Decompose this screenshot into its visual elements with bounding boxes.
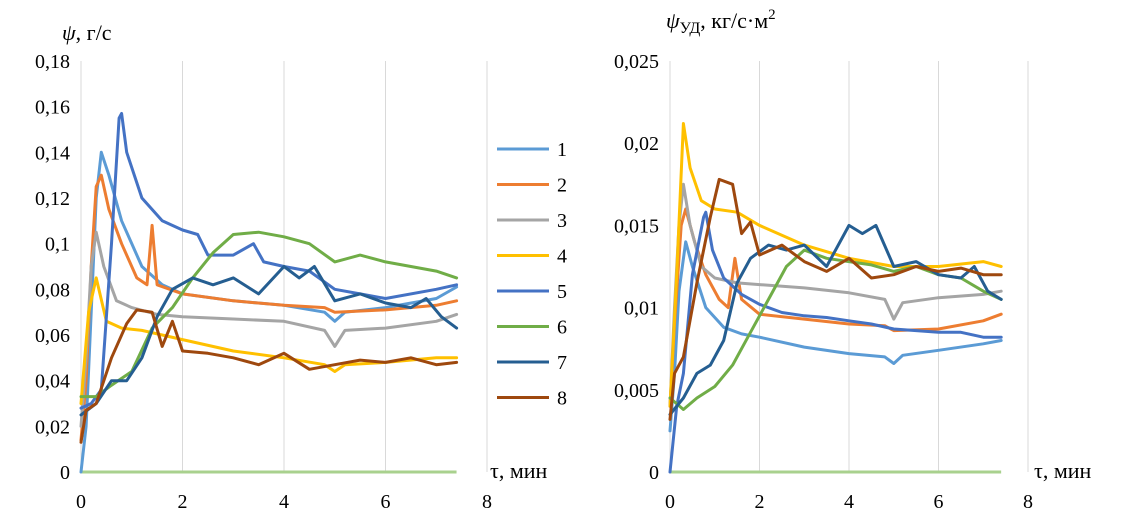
- chart2-y-tick-label: 0,01: [624, 298, 659, 320]
- chart2-series-line-4: [668, 122, 1003, 408]
- chart2-y-tick-label: 0: [649, 462, 659, 484]
- chart1-x-tick-label: 2: [178, 491, 188, 513]
- legend-label-6: 6: [557, 317, 567, 339]
- chart1-y-tick-label: 0,1: [45, 234, 70, 256]
- legend-label-2: 2: [557, 175, 567, 197]
- chart2-y-tick-label: 0,005: [614, 380, 659, 402]
- chart1-series-line-7: [79, 265, 459, 417]
- chart1-y-tick-label: 0: [60, 462, 70, 484]
- chart1-series-line-1: [79, 150, 459, 474]
- chart1-series-line-2: [79, 173, 459, 442]
- chart1-y-tick-label: 0,12: [35, 188, 70, 210]
- chart2-series-line-7: [668, 223, 1003, 416]
- chart2-x-tick-label: 8: [1023, 491, 1033, 513]
- chart1-y-tick-label: 0,04: [35, 371, 70, 393]
- chart1-series-line-6: [79, 230, 459, 399]
- chart2-series-line-3: [668, 182, 1003, 408]
- chart2-x-tick-label: 4: [844, 491, 854, 513]
- chart1-series-line-8: [79, 308, 459, 444]
- chart2-y-tick-label: 0,02: [624, 133, 659, 155]
- chart1-y-tick-label: 0,16: [35, 97, 70, 119]
- chart2-plot: 0 2 4 6 8 0 0,005 0,01 0,015 0,02 0,025: [614, 51, 1033, 513]
- chart1-series-line-4: [79, 276, 459, 405]
- chart2-xlabel: τ, мин: [1034, 458, 1092, 483]
- chart1-series-line-3: [79, 230, 459, 428]
- legend-label-5: 5: [557, 281, 567, 303]
- chart1-y-tick-label: 0,14: [35, 142, 70, 164]
- chart1-xlabel: τ, мин: [490, 458, 548, 483]
- chart2-ylabel-units: , кг/с·м: [700, 8, 768, 33]
- chart1-y-tick-label: 0,06: [35, 325, 70, 347]
- legend-label-4: 4: [557, 246, 567, 268]
- legend-label-1: 1: [557, 139, 567, 161]
- chart2-series-line-1: [668, 240, 1003, 433]
- chart2-y-tick-label: 0,025: [614, 51, 659, 73]
- chart1-x-tick-label: 4: [279, 491, 289, 513]
- chart1-y-tick-label: 0,18: [35, 51, 70, 73]
- chart1-x-tick-label: 6: [381, 491, 391, 513]
- chart2-ylabel-sup: 2: [768, 7, 776, 23]
- chart1-y-tick-label: 0,08: [35, 279, 70, 301]
- chart2-ylabel-sub: УД: [680, 20, 701, 37]
- chart2-x-tick-label: 2: [755, 491, 765, 513]
- chart2-x-tick-label: 6: [934, 491, 944, 513]
- chart1-x-tick-label: 0: [76, 491, 86, 513]
- chart2-x-tick-label: 0: [665, 491, 675, 513]
- chart1-ylabel-symbol: ψ: [62, 20, 76, 45]
- chart1-ylabel: ψ, г/с: [62, 20, 112, 45]
- legend-label-8: 8: [557, 388, 567, 410]
- chart1-legend: 1 2 3 4 5 6 7 8: [497, 139, 567, 410]
- chart2-series-line-8: [668, 177, 1003, 421]
- chart2-ylabel: ψУД, кг/с·м2: [666, 7, 776, 37]
- chart1-x-tick-label: 8: [482, 491, 492, 513]
- chart2-series-line-6: [668, 248, 1003, 411]
- chart2-ylabel-symbol: ψ: [666, 8, 680, 33]
- chart2-y-tick-label: 0,015: [614, 215, 659, 237]
- chart1-y-tick-label: 0,02: [35, 416, 70, 438]
- legend-label-3: 3: [557, 210, 567, 232]
- chart2-series-line-2: [668, 207, 1003, 408]
- chart1-plot: 0 2 4 6 8 0 0,02 0,04 0,06 0,08 0,1 0,12 0,14 0,16 0,1…: [35, 51, 492, 513]
- legend-label-7: 7: [557, 352, 567, 374]
- chart2-series-line-5: [668, 210, 1003, 474]
- chart1-ylabel-units: , г/с: [76, 20, 112, 45]
- chart1-series-line-5: [79, 112, 459, 410]
